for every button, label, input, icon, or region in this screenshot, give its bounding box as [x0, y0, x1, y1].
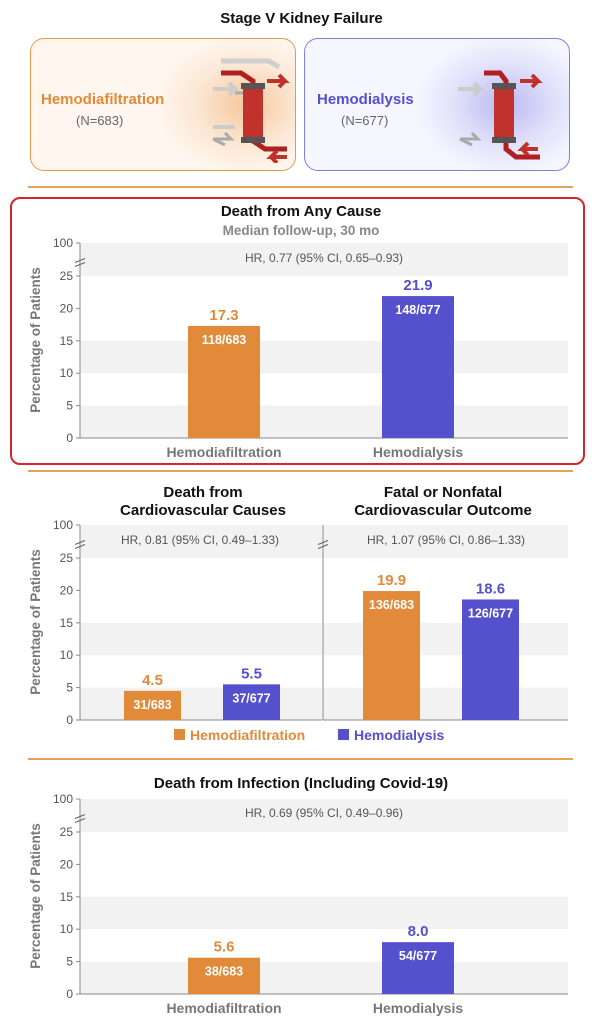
grid-band	[80, 558, 322, 591]
bar-value-label: 18.6	[476, 580, 505, 597]
y-tick-label: 20	[60, 857, 74, 871]
x-category-label: Hemodiafiltration	[166, 1000, 281, 1016]
divider-3	[28, 758, 573, 760]
hdf-card-name: Hemodiafiltration	[41, 91, 165, 108]
bar	[363, 591, 420, 720]
x-category-label: Hemodialysis	[373, 444, 463, 460]
bar-count-label: 37/677	[232, 691, 270, 705]
hr-label: HR, 1.07 (95% CI, 0.86–1.33)	[367, 533, 525, 547]
y-tick-label: 15	[60, 616, 74, 630]
main-title: Stage V Kidney Failure	[220, 10, 383, 27]
hr-label: HR, 0.69 (95% CI, 0.49–0.96)	[245, 806, 403, 820]
divider-2	[28, 470, 573, 472]
hdf-filter-icon	[212, 58, 290, 163]
legend-swatch-hdf	[174, 729, 185, 740]
y-tick-label: 10	[60, 648, 74, 662]
chart-death-any-cause: Death from Any Cause Median follow-up, 30…	[28, 203, 568, 460]
bar-count-label: 136/683	[369, 598, 414, 612]
y-tick-label: 0	[66, 713, 73, 727]
bar	[188, 325, 260, 438]
grid-band	[323, 558, 568, 591]
bar	[382, 296, 454, 438]
chart-death-infection: Death from Infection (Including Covid-19…	[28, 775, 568, 1016]
hr-label: HR, 0.81 (95% CI, 0.49–1.33)	[121, 533, 279, 547]
highlight-box	[10, 197, 585, 465]
chart-title: Cardiovascular Causes	[120, 502, 286, 519]
bar-value-label: 8.0	[408, 923, 429, 940]
y-tick-label: 100	[53, 518, 73, 532]
bar-value-label: 21.9	[403, 277, 432, 294]
bar-count-label: 31/683	[133, 698, 171, 712]
bar-count-label: 54/677	[399, 949, 437, 963]
y-tick-label: 20	[60, 583, 74, 597]
hd-card: Hemodialysis (N=677)	[304, 38, 570, 171]
y-axis-label: Percentage of Patients	[28, 823, 43, 969]
hd-filter-icon	[458, 70, 543, 160]
y-tick-label: 0	[66, 431, 73, 445]
bar-value-label: 19.9	[377, 572, 406, 589]
x-category-label: Hemodiafiltration	[166, 444, 281, 460]
y-tick-label: 25	[60, 269, 74, 283]
grid-band	[80, 655, 322, 688]
y-tick-label: 5	[66, 399, 73, 413]
y-tick-label: 5	[66, 955, 73, 969]
axis-break	[74, 813, 86, 824]
legend-label-hd: Hemodialysis	[354, 727, 444, 743]
bar-count-label: 38/683	[205, 965, 243, 979]
bar-value-label: 4.5	[142, 672, 163, 689]
bar	[124, 690, 181, 720]
y-tick-label: 15	[60, 334, 74, 348]
y-tick-label: 25	[60, 825, 74, 839]
bar	[188, 957, 260, 994]
grid-band	[80, 308, 568, 341]
bar	[223, 684, 280, 720]
hr-label: HR, 0.77 (95% CI, 0.65–0.93)	[245, 251, 403, 265]
y-tick-label: 15	[60, 890, 74, 904]
bar	[462, 599, 519, 720]
hd-card-name: Hemodialysis	[317, 91, 414, 108]
grid-band	[80, 590, 322, 623]
grid-band	[80, 864, 568, 897]
legend-label-hdf: Hemodiafiltration	[190, 727, 305, 743]
legend-swatch-hd	[338, 729, 349, 740]
chart-title: Fatal or Nonfatal	[384, 484, 502, 501]
chart-title: Death from Infection (Including Covid-19…	[154, 775, 448, 792]
divider-1	[28, 186, 573, 188]
bar-count-label: 126/677	[468, 606, 513, 620]
y-tick-label: 100	[53, 792, 73, 806]
bar-count-label: 148/677	[395, 303, 440, 317]
bar	[382, 942, 454, 994]
y-axis-label: Percentage of Patients	[28, 267, 43, 413]
hd-card-n: (N=677)	[341, 113, 389, 128]
hdf-card: Hemodiafiltration (N=683)	[30, 38, 296, 171]
y-tick-label: 10	[60, 366, 74, 380]
axis-break	[317, 539, 329, 550]
chart-title: Death from Any Cause	[221, 203, 381, 220]
y-tick-label: 10	[60, 922, 74, 936]
bar-value-label: 5.5	[241, 665, 262, 682]
x-category-label: Hemodialysis	[373, 1000, 463, 1016]
chart-subtitle: Median follow-up, 30 mo	[223, 223, 380, 238]
grid-band	[323, 590, 568, 623]
axis-break	[74, 257, 86, 268]
y-tick-label: 20	[60, 301, 74, 315]
hdf-card-n: (N=683)	[76, 113, 124, 128]
chart-title: Cardiovascular Outcome	[354, 502, 532, 519]
bar-count-label: 118/683	[202, 333, 247, 347]
axis-break	[74, 539, 86, 550]
y-tick-label: 0	[66, 987, 73, 1001]
y-tick-label: 5	[66, 681, 73, 695]
grid-band	[323, 655, 568, 688]
grid-band	[80, 929, 568, 962]
bar-value-label: 17.3	[209, 307, 238, 324]
y-tick-label: 100	[53, 236, 73, 250]
y-axis-label: Percentage of Patients	[28, 549, 43, 695]
bar-value-label: 5.6	[214, 939, 235, 956]
grid-band	[80, 276, 568, 309]
chart-title: Death from	[163, 484, 242, 501]
grid-band	[80, 832, 568, 865]
y-tick-label: 25	[60, 551, 74, 565]
grid-band	[80, 373, 568, 406]
